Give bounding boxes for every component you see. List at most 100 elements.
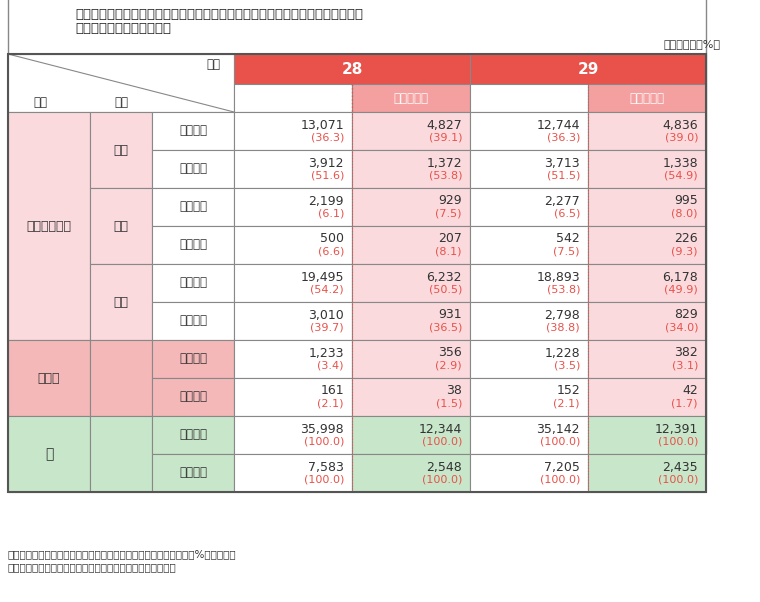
Bar (470, 84, 588, 112)
Bar (588, 226, 706, 264)
Text: (6.5): (6.5) (553, 209, 580, 219)
Text: (50.5): (50.5) (429, 285, 462, 295)
Bar (352, 264, 470, 302)
Text: 公立: 公立 (113, 220, 128, 232)
Bar (234, 340, 352, 378)
Text: 6,232: 6,232 (426, 270, 462, 284)
Text: (2.1): (2.1) (318, 399, 344, 409)
Bar (8, 416, 90, 492)
Bar (234, 188, 352, 226)
Bar (470, 188, 588, 226)
Text: 2,435: 2,435 (663, 461, 698, 474)
Text: (100.0): (100.0) (657, 475, 698, 485)
Bar (234, 54, 470, 84)
Text: (8.0): (8.0) (672, 209, 698, 219)
Text: 12,391: 12,391 (654, 423, 698, 435)
Bar (352, 112, 470, 150)
Text: 申込者数: 申込者数 (179, 353, 207, 365)
Text: 私立: 私立 (113, 296, 128, 308)
Text: (8.1): (8.1) (435, 247, 462, 257)
Bar (152, 226, 234, 264)
Bar (588, 340, 706, 378)
Text: 829: 829 (674, 308, 698, 321)
Text: 年度: 年度 (207, 58, 220, 71)
Text: 500: 500 (320, 232, 344, 246)
Bar (588, 454, 706, 492)
Bar (8, 340, 90, 416)
Text: (6.1): (6.1) (318, 209, 344, 219)
Bar (470, 340, 588, 378)
Text: 6,178: 6,178 (662, 270, 698, 284)
Text: (3.1): (3.1) (672, 361, 698, 371)
Bar (90, 112, 152, 188)
Text: 35,142: 35,142 (537, 423, 580, 435)
Bar (352, 302, 470, 340)
Text: 13,071: 13,071 (300, 119, 344, 131)
Text: （単位：人、%）: （単位：人、%） (663, 39, 720, 49)
Text: (6.6): (6.6) (318, 247, 344, 257)
Text: その他: その他 (38, 371, 60, 385)
Bar (352, 378, 470, 416)
Text: 38: 38 (446, 385, 462, 397)
Text: うち女性数: うち女性数 (394, 92, 429, 105)
Bar (234, 378, 352, 416)
Text: 申込者数: 申込者数 (179, 276, 207, 290)
Text: (54.9): (54.9) (664, 171, 698, 181)
Text: 995: 995 (674, 194, 698, 208)
Text: 1,228: 1,228 (544, 347, 580, 359)
Text: 152: 152 (556, 385, 580, 397)
Text: (54.2): (54.2) (310, 285, 344, 295)
Text: 合格者数: 合格者数 (179, 391, 207, 403)
Text: (2.1): (2.1) (553, 399, 580, 409)
Text: 3,912: 3,912 (309, 157, 344, 170)
Text: 院）別申込者数・合格者数: 院）別申込者数・合格者数 (75, 22, 171, 36)
Bar (152, 150, 234, 188)
Text: 12,744: 12,744 (537, 119, 580, 131)
Text: 35,998: 35,998 (300, 423, 344, 435)
Text: (100.0): (100.0) (422, 475, 462, 485)
Text: (51.6): (51.6) (311, 171, 344, 181)
Bar (8, 54, 234, 112)
Bar (588, 416, 706, 454)
Text: (39.7): (39.7) (310, 323, 344, 333)
Text: (100.0): (100.0) (540, 475, 580, 485)
Text: 18,893: 18,893 (537, 270, 580, 284)
Text: ２　「その他」は、短大・高専、外国の大学等である。: ２ 「その他」は、短大・高専、外国の大学等である。 (8, 562, 177, 572)
Bar (470, 378, 588, 416)
Bar (234, 302, 352, 340)
Text: 資料1-17: 資料1-17 (17, 16, 59, 29)
Text: 大学・大学院: 大学・大学院 (27, 220, 71, 232)
Text: 国立: 国立 (113, 143, 128, 157)
Bar (588, 188, 706, 226)
Bar (470, 454, 588, 492)
Bar (152, 340, 234, 378)
Bar (588, 378, 706, 416)
Bar (152, 302, 234, 340)
Bar (470, 302, 588, 340)
Bar (90, 264, 152, 340)
Text: うち女性数: うち女性数 (629, 92, 664, 105)
Bar (90, 188, 152, 264)
Bar (352, 84, 470, 112)
Text: 4,836: 4,836 (663, 119, 698, 131)
Text: 931: 931 (439, 308, 462, 321)
Text: 合格者数: 合格者数 (179, 163, 207, 176)
Text: 29: 29 (578, 61, 599, 76)
Text: 3,010: 3,010 (309, 308, 344, 321)
Text: (39.0): (39.0) (664, 133, 698, 143)
Text: (36.3): (36.3) (311, 133, 344, 143)
Bar (470, 54, 706, 84)
Text: (36.3): (36.3) (546, 133, 580, 143)
Text: 382: 382 (674, 347, 698, 359)
Bar (8, 0, 706, 454)
Text: (100.0): (100.0) (540, 437, 580, 447)
Bar (470, 264, 588, 302)
Text: 1,338: 1,338 (663, 157, 698, 170)
Bar (152, 264, 234, 302)
Text: 申込者数: 申込者数 (179, 125, 207, 137)
Text: 542: 542 (556, 232, 580, 246)
Text: (53.8): (53.8) (429, 171, 462, 181)
Text: 3,713: 3,713 (544, 157, 580, 170)
Bar (470, 112, 588, 150)
Text: (3.4): (3.4) (318, 361, 344, 371)
